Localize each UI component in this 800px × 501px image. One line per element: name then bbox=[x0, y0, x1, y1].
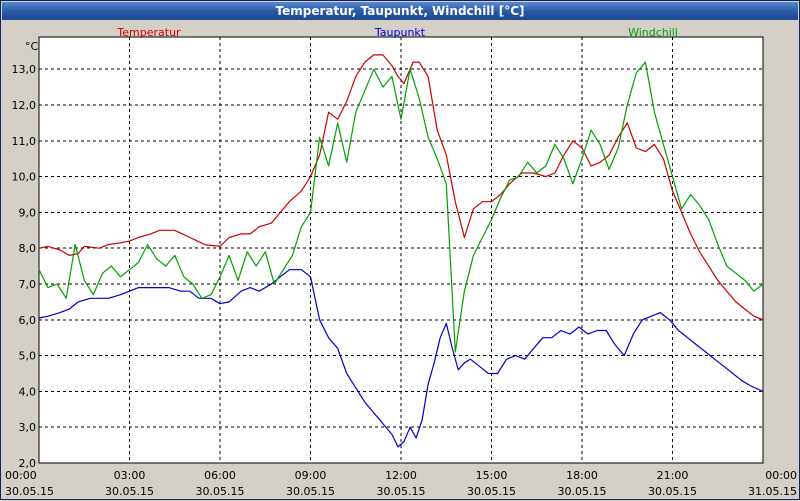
x-tick-time: 18:00 bbox=[566, 469, 598, 482]
x-tick-time: 12:00 bbox=[385, 469, 417, 482]
x-tick-time: 03:00 bbox=[114, 469, 146, 482]
x-tick-date: 30.05.15 bbox=[286, 485, 335, 498]
x-tick-time: 06:00 bbox=[204, 469, 236, 482]
x-tick-date: 30.05.15 bbox=[467, 485, 516, 498]
x-tick-date: 30.05.15 bbox=[377, 485, 426, 498]
window-title: Temperatur, Taupunkt, Windchill [°C] bbox=[2, 2, 798, 20]
legend-temperatur: Temperatur bbox=[116, 26, 181, 39]
x-tick-time: 00:00 bbox=[765, 469, 797, 482]
y-tick-label: 7,0 bbox=[19, 278, 37, 291]
y-tick-label: 2,0 bbox=[19, 457, 37, 470]
y-tick-label: 3,0 bbox=[19, 421, 37, 434]
x-tick-date: 30.05.15 bbox=[558, 485, 607, 498]
x-tick-date: 30.05.15 bbox=[5, 485, 54, 498]
series-line-taupunkt bbox=[38, 269, 764, 448]
legend-windchill: Windchill bbox=[628, 26, 678, 39]
y-tick-label: 6,0 bbox=[19, 314, 37, 327]
x-tick-date: 30.05.15 bbox=[196, 485, 245, 498]
y-tick-label: 4,0 bbox=[19, 385, 37, 398]
x-tick-time: 00:00 bbox=[5, 469, 37, 482]
y-tick-label: 9,0 bbox=[19, 206, 37, 219]
plot-border bbox=[38, 36, 764, 464]
series-line-windchill bbox=[38, 61, 764, 353]
y-axis-label: °C bbox=[25, 40, 39, 53]
y-tick-label: 8,0 bbox=[19, 242, 37, 255]
x-tick-time: 21:00 bbox=[657, 469, 689, 482]
x-tick-time: 15:00 bbox=[476, 469, 508, 482]
y-tick-label: 5,0 bbox=[19, 350, 37, 363]
x-tick-date: 30.05.15 bbox=[105, 485, 154, 498]
x-tick-time: 09:00 bbox=[295, 469, 327, 482]
y-tick-label: 11,0 bbox=[12, 135, 37, 148]
legend-taupunkt: Taupunkt bbox=[374, 26, 426, 39]
y-tick-label: 13,0 bbox=[12, 63, 37, 76]
x-tick-date: 30.05.15 bbox=[648, 485, 697, 498]
series-line-temperatur bbox=[38, 54, 764, 321]
x-tick-date: 31.05.15 bbox=[748, 485, 797, 498]
y-tick-label: 12,0 bbox=[12, 99, 37, 112]
y-tick-label: 10,0 bbox=[12, 171, 37, 184]
